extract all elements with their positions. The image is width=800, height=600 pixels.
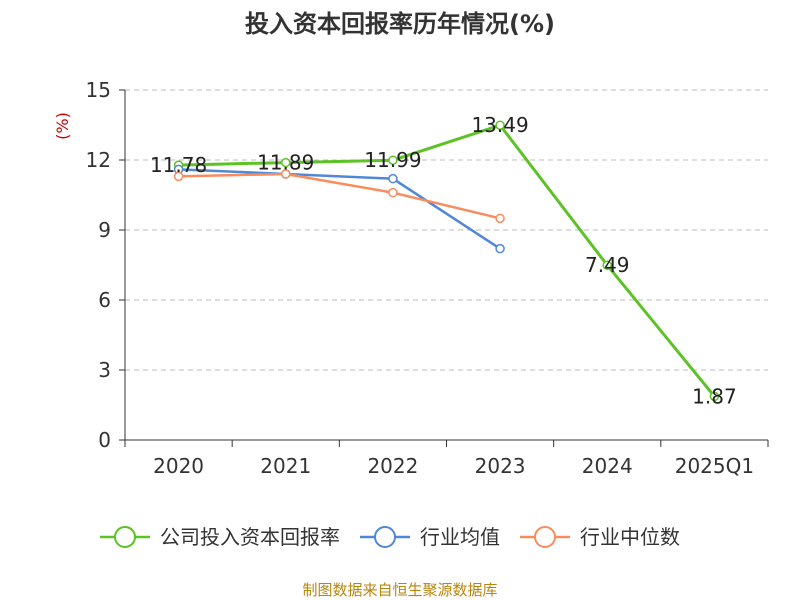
data-label: 11.78	[150, 153, 207, 177]
data-label: 11.89	[257, 151, 314, 175]
y-tick-label: 3	[98, 358, 111, 382]
data-point[interactable]	[281, 157, 291, 168]
gridlines	[125, 89, 768, 371]
x-tick-label: 2025Q1	[675, 454, 754, 478]
data-point[interactable]	[709, 391, 720, 402]
legend-item-2[interactable]: 行业均值	[360, 525, 500, 549]
data-point[interactable]	[388, 187, 398, 198]
x-tick-label: 2023	[475, 454, 526, 478]
y-tick-label: 0	[98, 428, 111, 452]
series-line-2	[178, 168, 501, 250]
x-tick-label: 2022	[367, 454, 418, 478]
data-labels: 11.78 11.89 11.99 13.49 7.49 1.87	[150, 113, 737, 408]
legend-label: 行业中位数	[580, 525, 680, 549]
y-tick-label: 9	[98, 218, 111, 242]
legend-marker	[114, 526, 136, 548]
x-tick-label: 2024	[582, 454, 633, 478]
data-point[interactable]	[495, 243, 505, 254]
data-label: 1.87	[692, 384, 737, 408]
legend-label: 行业均值	[420, 525, 500, 549]
x-tick-label: 2021	[260, 454, 311, 478]
legend[interactable]: 公司投入资本回报率 行业均值 行业中位数	[100, 525, 680, 549]
legend-marker	[534, 526, 556, 548]
chart-title: 投入资本回报率历年情况(%)	[245, 10, 555, 38]
y-tick-label: 6	[98, 288, 111, 312]
data-point[interactable]	[173, 171, 184, 182]
data-label: 11.99	[364, 148, 421, 172]
legend-label: 公司投入资本回报率	[160, 525, 340, 549]
series-line-1	[178, 123, 716, 398]
source-note: 制图数据来自恒生聚源数据库	[302, 581, 497, 599]
legend-item-3[interactable]: 行业中位数	[520, 525, 680, 549]
data-label: 7.49	[585, 253, 630, 277]
data-point[interactable]	[602, 260, 612, 270]
axes: 0 3 6 9 12 15 2020 2021 2022 2023 2024 2025Q1	[86, 78, 769, 478]
data-point[interactable]	[388, 155, 398, 165]
data-point[interactable]	[388, 173, 398, 184]
legend-marker	[374, 526, 396, 548]
series-lines	[173, 120, 720, 402]
series-line-3	[178, 172, 501, 220]
y-axis-label: (%)	[53, 112, 72, 140]
y-tick-label: 15	[86, 78, 111, 102]
x-tick-label: 2020	[153, 454, 204, 478]
data-label: 13.49	[471, 113, 528, 137]
data-point[interactable]	[281, 169, 291, 179]
data-point[interactable]	[495, 213, 505, 224]
data-point[interactable]	[495, 120, 505, 130]
y-tick-label: 12	[86, 148, 111, 172]
legend-item-1[interactable]: 公司投入资本回报率	[100, 525, 340, 549]
